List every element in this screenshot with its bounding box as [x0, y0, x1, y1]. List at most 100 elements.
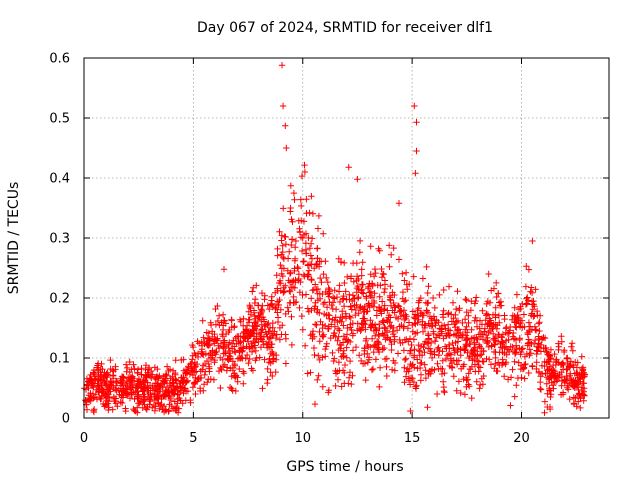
data-point — [293, 298, 300, 306]
data-point — [162, 388, 169, 395]
data-point — [504, 346, 511, 353]
data-point — [104, 373, 111, 381]
data-point — [172, 385, 179, 392]
data-point — [308, 295, 315, 302]
data-point — [292, 237, 300, 245]
data-point — [374, 346, 382, 353]
data-point — [429, 294, 437, 302]
data-point — [463, 377, 470, 384]
data-point — [314, 225, 322, 232]
data-point — [302, 246, 310, 253]
data-point — [228, 317, 235, 324]
data-point — [559, 389, 567, 396]
data-point — [283, 144, 290, 152]
data-point — [439, 357, 446, 364]
data-point — [212, 336, 220, 343]
data-point — [416, 364, 424, 372]
data-point — [239, 344, 247, 351]
data-point — [163, 363, 171, 370]
data-point — [518, 374, 525, 381]
data-point — [410, 314, 418, 321]
y-tick-label: 0.1 — [49, 352, 70, 367]
data-point — [468, 326, 475, 333]
data-point — [266, 324, 274, 331]
data-point — [94, 368, 102, 376]
data-point — [274, 252, 281, 259]
data-point — [525, 336, 532, 343]
data-point — [454, 346, 462, 353]
data-point — [465, 370, 472, 377]
data-point — [130, 375, 137, 382]
data-point — [367, 243, 374, 250]
data-point — [298, 172, 306, 180]
data-point — [536, 319, 543, 326]
data-point — [276, 324, 284, 332]
data-point — [453, 387, 460, 394]
data-point — [371, 299, 378, 307]
data-point — [309, 210, 317, 217]
data-point — [125, 390, 132, 398]
data-point — [290, 277, 297, 284]
data-point — [356, 249, 363, 256]
data-point — [445, 283, 453, 290]
data-point — [209, 333, 216, 341]
data-point — [246, 355, 253, 363]
data-point — [178, 374, 185, 381]
data-point — [441, 322, 448, 329]
data-point — [225, 356, 232, 364]
data-point — [257, 333, 264, 340]
data-point — [413, 119, 420, 126]
data-point — [155, 400, 162, 407]
data-point — [199, 366, 206, 373]
data-point — [479, 381, 487, 388]
data-point — [213, 348, 220, 356]
data-point — [564, 355, 571, 362]
data-point — [440, 286, 447, 294]
data-point — [457, 389, 464, 397]
data-point — [532, 326, 540, 334]
data-point — [381, 355, 389, 363]
data-point — [450, 331, 458, 338]
data-point — [563, 372, 570, 380]
data-point — [90, 370, 97, 377]
data-point — [303, 196, 310, 203]
data-point — [315, 352, 322, 359]
data-point — [430, 313, 438, 320]
data-point — [365, 300, 372, 307]
data-point — [130, 361, 137, 368]
data-point — [527, 288, 534, 295]
data-point — [368, 366, 376, 374]
data-point — [482, 317, 489, 324]
data-point — [277, 261, 284, 269]
data-point — [378, 265, 385, 273]
data-point — [246, 316, 253, 323]
data-point — [480, 347, 487, 355]
data-point — [355, 275, 362, 283]
data-point — [363, 294, 370, 302]
data-point — [440, 378, 447, 385]
data-point — [401, 379, 408, 386]
data-point — [455, 357, 462, 364]
data-point — [387, 314, 394, 321]
data-point — [358, 281, 366, 288]
data-point — [421, 324, 429, 332]
data-point — [372, 356, 380, 363]
data-point — [133, 382, 140, 390]
data-point — [436, 347, 443, 355]
data-point — [419, 275, 427, 282]
data-point — [258, 321, 265, 328]
data-point — [570, 364, 577, 371]
data-point — [520, 311, 528, 318]
data-point — [214, 335, 221, 342]
data-point — [394, 350, 402, 357]
data-point — [381, 285, 389, 293]
data-point — [541, 334, 549, 342]
data-point — [340, 347, 347, 354]
data-point — [388, 346, 395, 354]
data-point — [379, 298, 386, 305]
data-point — [83, 382, 91, 389]
data-point — [450, 373, 457, 380]
data-point — [358, 266, 365, 273]
data-point — [220, 363, 227, 370]
data-point — [276, 336, 284, 343]
